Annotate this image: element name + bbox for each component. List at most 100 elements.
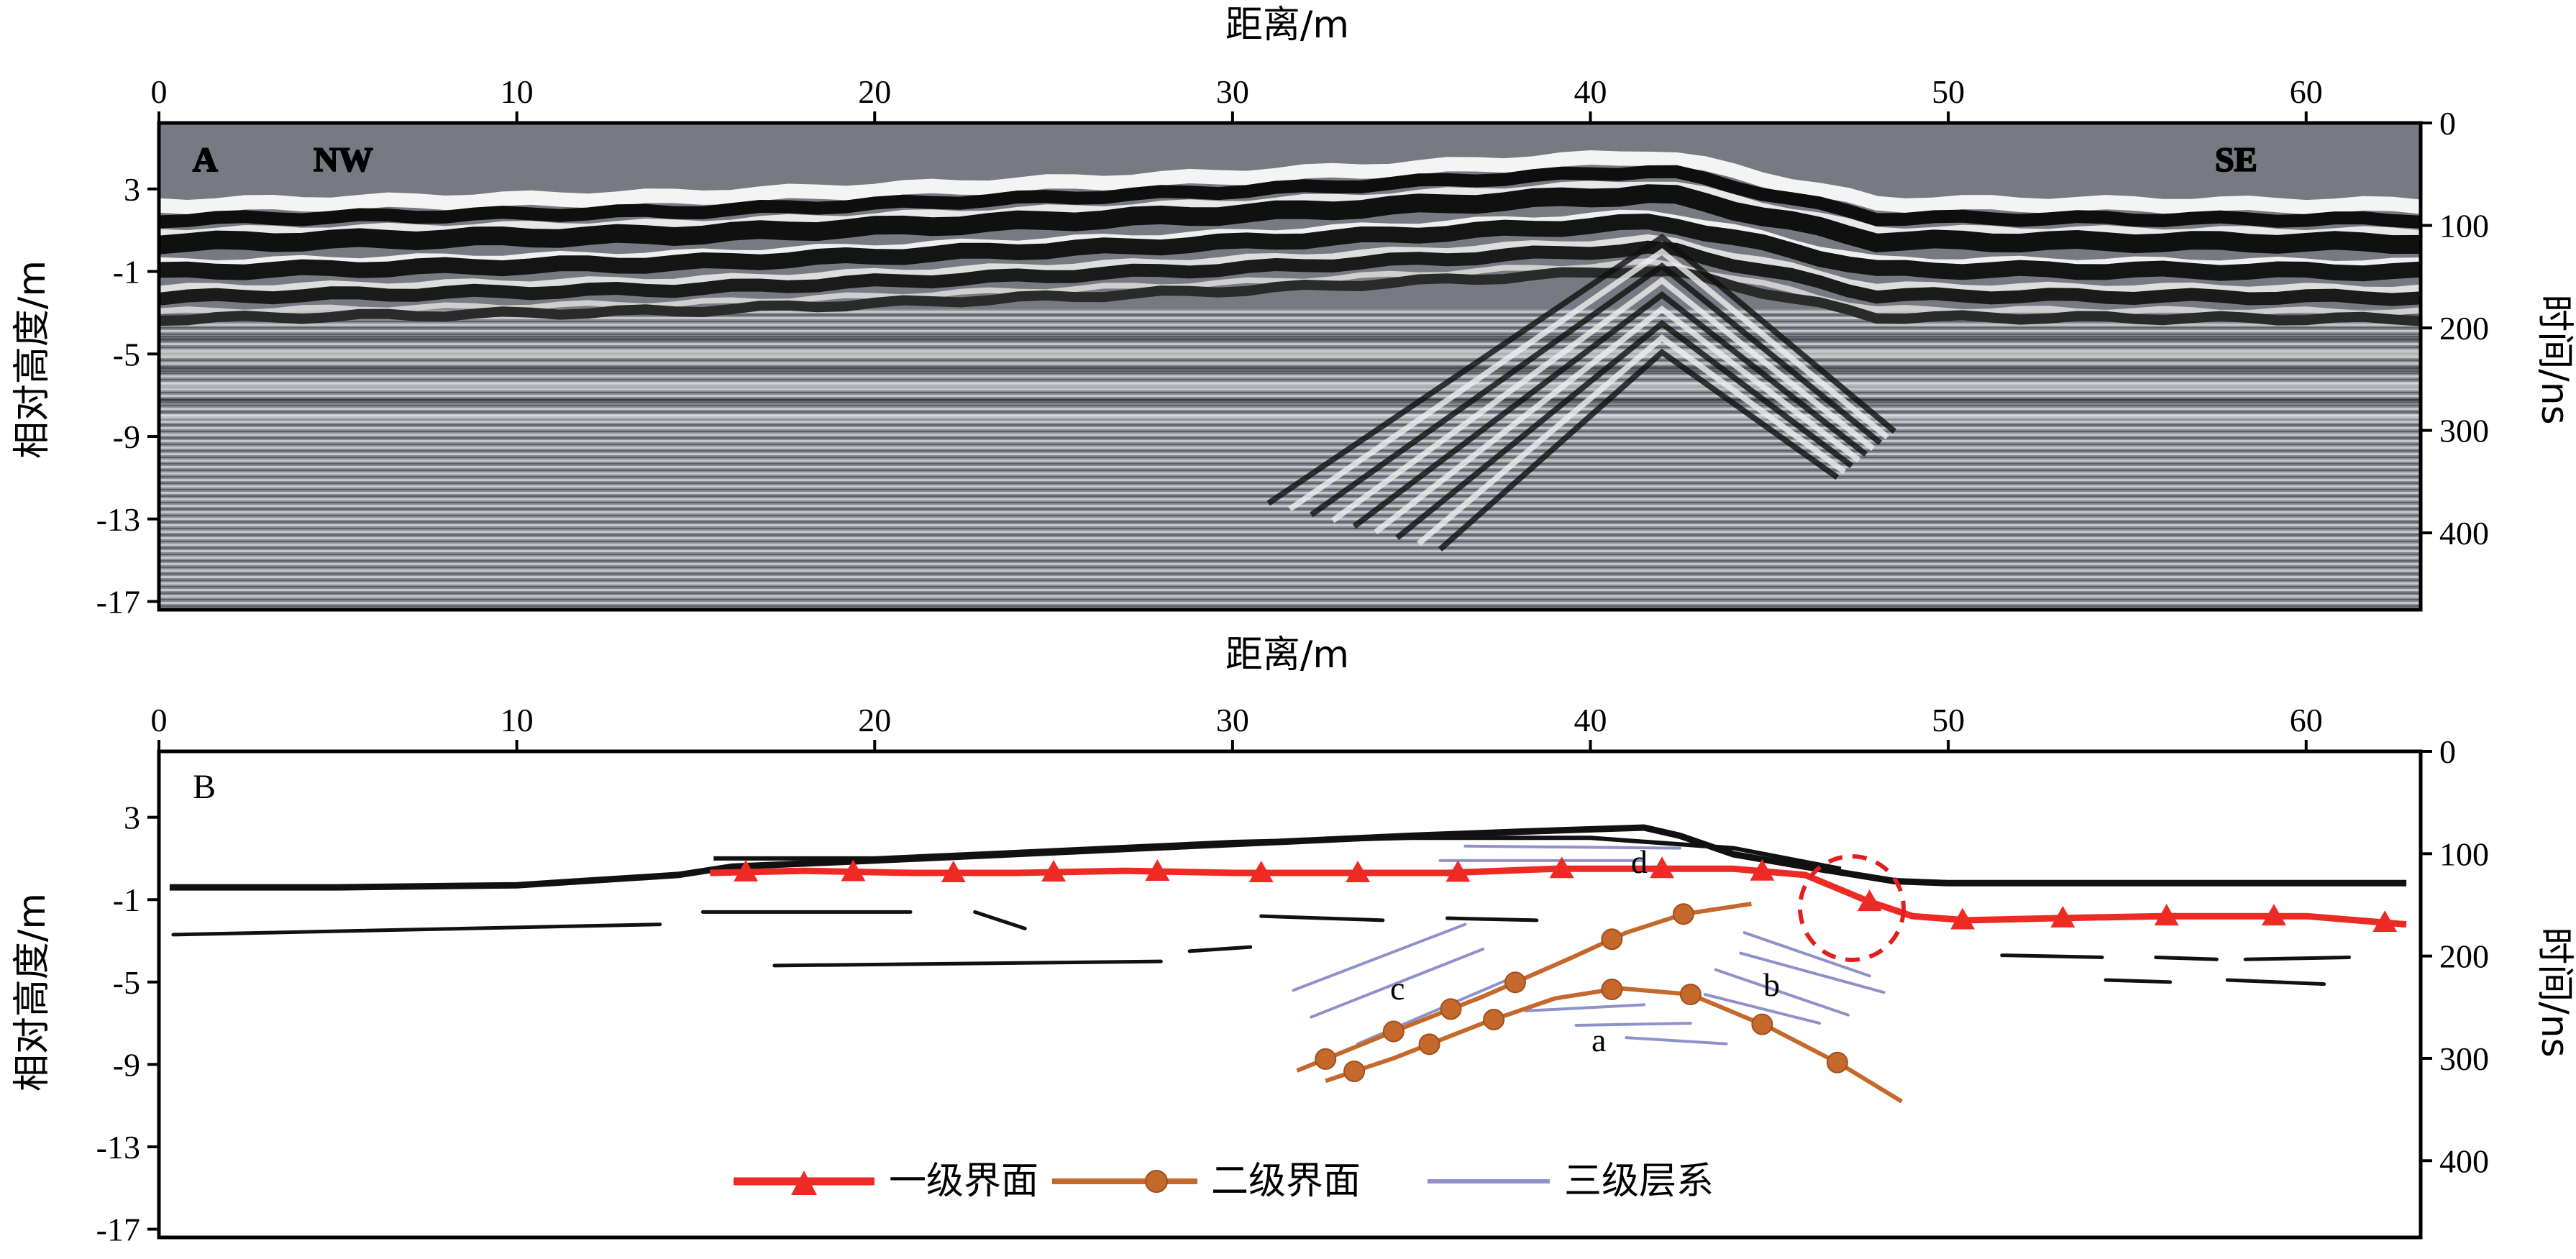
x-tick-label: 50 [1932,702,1965,738]
first-order-marker [1346,861,1371,882]
second-order-marker [1382,1020,1405,1043]
second-order-marker [1679,984,1702,1005]
first-order-marker [2261,904,2286,926]
y-axis-title-right-a: 时间/ns [2533,294,2576,425]
ground-surface-line [169,824,2407,891]
reflection-dash [2104,978,2173,984]
first-order-marker [1145,859,1170,881]
panel-a: 0 10 20 30 40 50 603-1-5-9-13-170100200300400 … [11,4,2576,621]
x-tick-label: 20 [858,702,891,738]
first-order-marker [2154,904,2179,926]
direction-se: SE [2215,141,2257,179]
y-left-tick-label: -1 [113,254,140,290]
first-order-marker [1041,860,1067,882]
label-d: d [1631,843,1648,880]
panel-b-ticks: 0 10 20 30 40 50 60 3 -1 -5 -9 -13 -17 0 100 200 300 400 [96,702,2489,1248]
first-order-marker [1549,856,1574,879]
second-order-marker [1601,928,1623,951]
x-tick-label: 10 [501,73,534,110]
diffraction-arm [1417,334,1847,546]
x-tick-label: 30 [1216,73,1249,110]
diffraction-arm [1374,305,1861,535]
y-axis-title-right-b: 时间/ns [2533,927,2576,1058]
second-order-marker [1343,1061,1366,1083]
y-right-tick-label: 100 [2439,835,2489,872]
third-order-bedding-line [1703,993,1821,1025]
legend: 一级界面 二级界面 三级层系 [734,1160,1714,1203]
y-left-tick-label: -1 [113,882,140,918]
y-right-tick-label: 0 [2439,105,2456,142]
y-left-tick-label: -9 [113,418,140,455]
label-c: c [1390,970,1405,1007]
x-tick-label: 40 [1574,702,1607,738]
panel-b: 0 10 20 30 40 50 603-1-5-9-13-170100200300400 … [11,633,2576,1248]
reflection-dash [1187,945,1253,953]
third-order-bedding-line [1310,947,1485,1019]
y-left-tick-label: -13 [96,501,140,538]
reflection-dash [1445,916,1539,922]
diffraction-arm [1266,234,1897,506]
diffraction-arm [1395,319,1854,541]
diffraction-arm [1352,290,1868,529]
second-order-marker [1483,1008,1505,1030]
reflection-band [159,150,2421,215]
second-order-marker [1440,998,1462,1020]
panel-a-frame [157,121,2423,612]
reflection-band [159,165,2421,229]
reflection-dash [2243,955,2351,961]
third-order-bedding-line [1292,922,1467,992]
diffraction-arm [1330,276,1876,523]
second-order-marker [1418,1033,1440,1056]
x-tick-label: 10 [501,702,534,738]
panel-a-label: A [193,141,218,179]
first-order-marker [2372,910,2398,933]
y-left-tick-label: -17 [96,584,140,621]
reflection-band [159,266,2421,326]
radargram-diffractions [1266,234,1897,551]
y-left-tick-label: -13 [96,1129,140,1166]
first-order-marker [1950,907,1976,930]
first-order-marker [2050,905,2075,928]
y-left-tick-label: 3 [124,800,140,836]
x-tick-label: 0 [151,73,168,110]
first-order-marker [1248,861,1274,882]
second-order-marker [1672,903,1694,925]
second-order-marker [1504,971,1527,994]
panel-a-ticks: 0 10 20 30 40 50 60 3 -1 -5 -9 -13 -17 0 100 200 300 400 [96,73,2489,621]
reflection-dash [171,922,662,937]
first-order-marker [1857,889,1882,912]
x-tick-label: 20 [858,73,891,110]
y-right-tick-label: 200 [2439,310,2489,347]
y-right-tick-label: 200 [2439,938,2489,975]
panel-b-label: B [193,768,216,806]
x-axis-title-a: 距离/m [1225,4,1349,47]
reflection-dash [2154,955,2219,961]
second-order-marker [1601,978,1623,1000]
reflection-band [159,184,2421,255]
x-tick-label: 60 [2290,702,2323,738]
first-order-marker [1750,859,1775,881]
y-right-tick-label: 300 [2439,413,2489,449]
third-order-bedding-line [1743,931,1871,978]
first-order-marker [1445,860,1471,882]
y-right-tick-label: 300 [2439,1040,2489,1077]
legend-label-level2: 二级界面 [1211,1160,1361,1203]
second-order-marker [1826,1051,1848,1073]
first-order-marker [941,861,966,882]
reflection-dash [2225,978,2326,986]
legend-item-level1: 一级界面 [734,1160,1038,1203]
y-right-tick-label: 100 [2439,208,2489,244]
reflection-dash [772,959,1163,968]
panel-b-plot-area [159,751,2421,1237]
y-right-tick-label: 400 [2439,1143,2489,1179]
third-order-bedding-line [1463,844,1681,850]
x-axis-title-b: 距离/m [1225,633,1349,677]
first-order-marker [734,859,759,882]
diffraction-arm [1310,262,1883,518]
radargram-noise-zone [159,309,2421,610]
legend-item-level3: 三级层系 [1428,1160,1714,1203]
third-order-bedding-line [1574,1022,1692,1027]
reflection-dash [973,910,1027,930]
legend-item-level2: 二级界面 [1052,1160,1361,1203]
third-order-bedding-line [1714,968,1850,1017]
